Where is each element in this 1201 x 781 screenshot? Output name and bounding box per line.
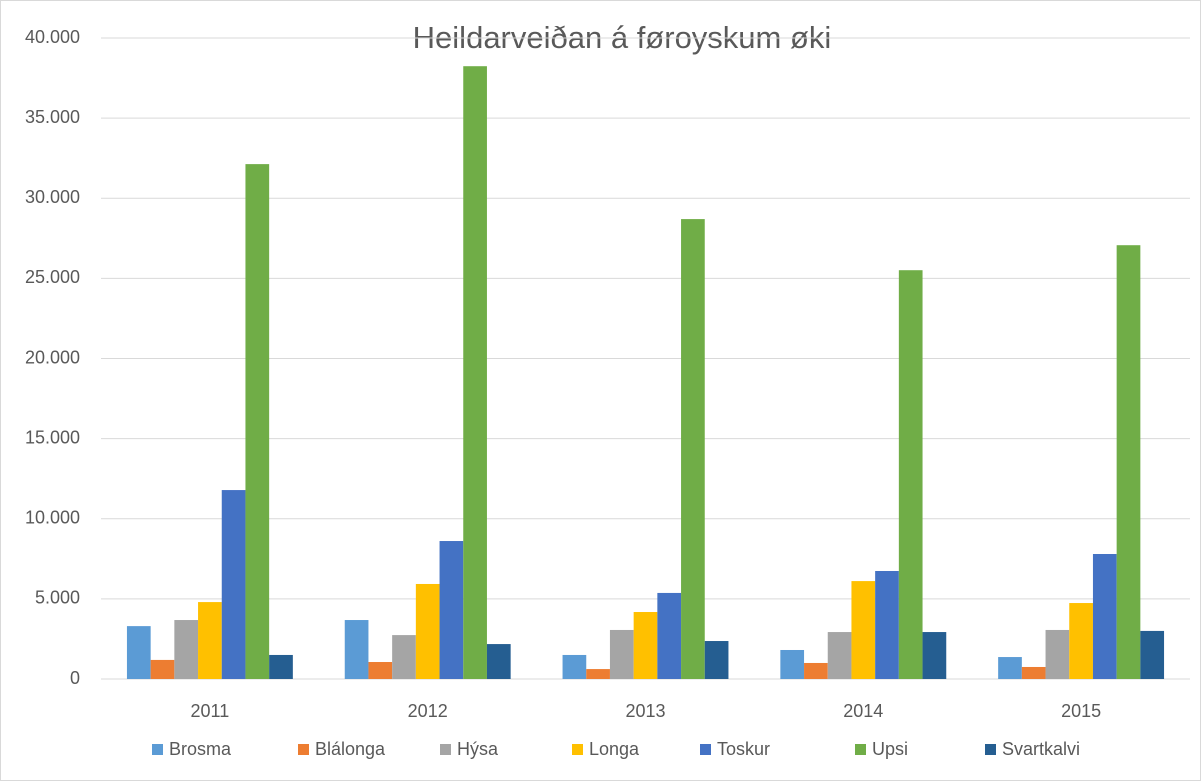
x-tick-label: 2012 (408, 701, 448, 721)
legend-swatch (855, 744, 866, 755)
legend-label: Toskur (717, 739, 770, 759)
bar (198, 602, 222, 679)
bar (657, 592, 682, 679)
legend-label: Hýsa (457, 739, 499, 759)
legend-label: Longa (589, 739, 640, 759)
y-tick-label: 25.000 (25, 267, 80, 287)
bar (392, 635, 416, 679)
bar (586, 669, 610, 679)
y-tick-label: 30.000 (25, 187, 80, 207)
bar (150, 659, 175, 679)
bar (1045, 629, 1070, 679)
legend-swatch (440, 744, 451, 755)
bar (562, 654, 587, 679)
y-tick-label: 40.000 (25, 27, 80, 47)
y-tick-label: 10.000 (25, 508, 80, 528)
y-tick-label: 15.000 (25, 427, 80, 447)
bar (633, 612, 658, 679)
legend-label: Brosma (169, 739, 232, 759)
bar (439, 541, 464, 679)
legend-label: Upsi (872, 739, 908, 759)
bar (851, 581, 876, 679)
y-tick-label: 5.000 (35, 588, 80, 608)
x-tick-label: 2014 (843, 701, 883, 721)
bar (1069, 603, 1093, 679)
bar (780, 649, 805, 679)
legend-swatch (985, 744, 996, 755)
bar (1116, 245, 1141, 679)
y-tick-label: 20.000 (25, 347, 80, 367)
bar (804, 662, 828, 679)
bar (415, 583, 440, 679)
legend-swatch (298, 744, 309, 755)
bar (681, 219, 705, 679)
bar (463, 66, 487, 680)
x-tick-label: 2013 (625, 701, 665, 721)
legend-label: Svartkalvi (1002, 739, 1080, 759)
bar (1092, 554, 1117, 679)
legend-swatch (700, 744, 711, 755)
legend-label: Blálonga (315, 739, 386, 759)
bar (221, 490, 246, 679)
bar (609, 629, 634, 679)
bar (245, 164, 270, 679)
bar (486, 644, 511, 679)
bar (875, 570, 899, 679)
bar (998, 657, 1022, 679)
bar (174, 620, 199, 679)
y-tick-label: 0 (70, 668, 80, 688)
legend-swatch (572, 744, 583, 755)
bar (126, 626, 151, 679)
bar (344, 620, 369, 679)
bar (269, 654, 293, 679)
bar (368, 662, 393, 679)
bar (898, 270, 923, 679)
bar (1140, 630, 1165, 679)
legend-swatch (152, 744, 163, 755)
bar (704, 641, 729, 679)
bar (922, 632, 947, 679)
bar (1021, 666, 1046, 679)
y-tick-label: 35.000 (25, 107, 80, 127)
x-tick-label: 2011 (191, 701, 230, 721)
bar (827, 632, 852, 679)
x-tick-label: 2015 (1061, 701, 1101, 721)
